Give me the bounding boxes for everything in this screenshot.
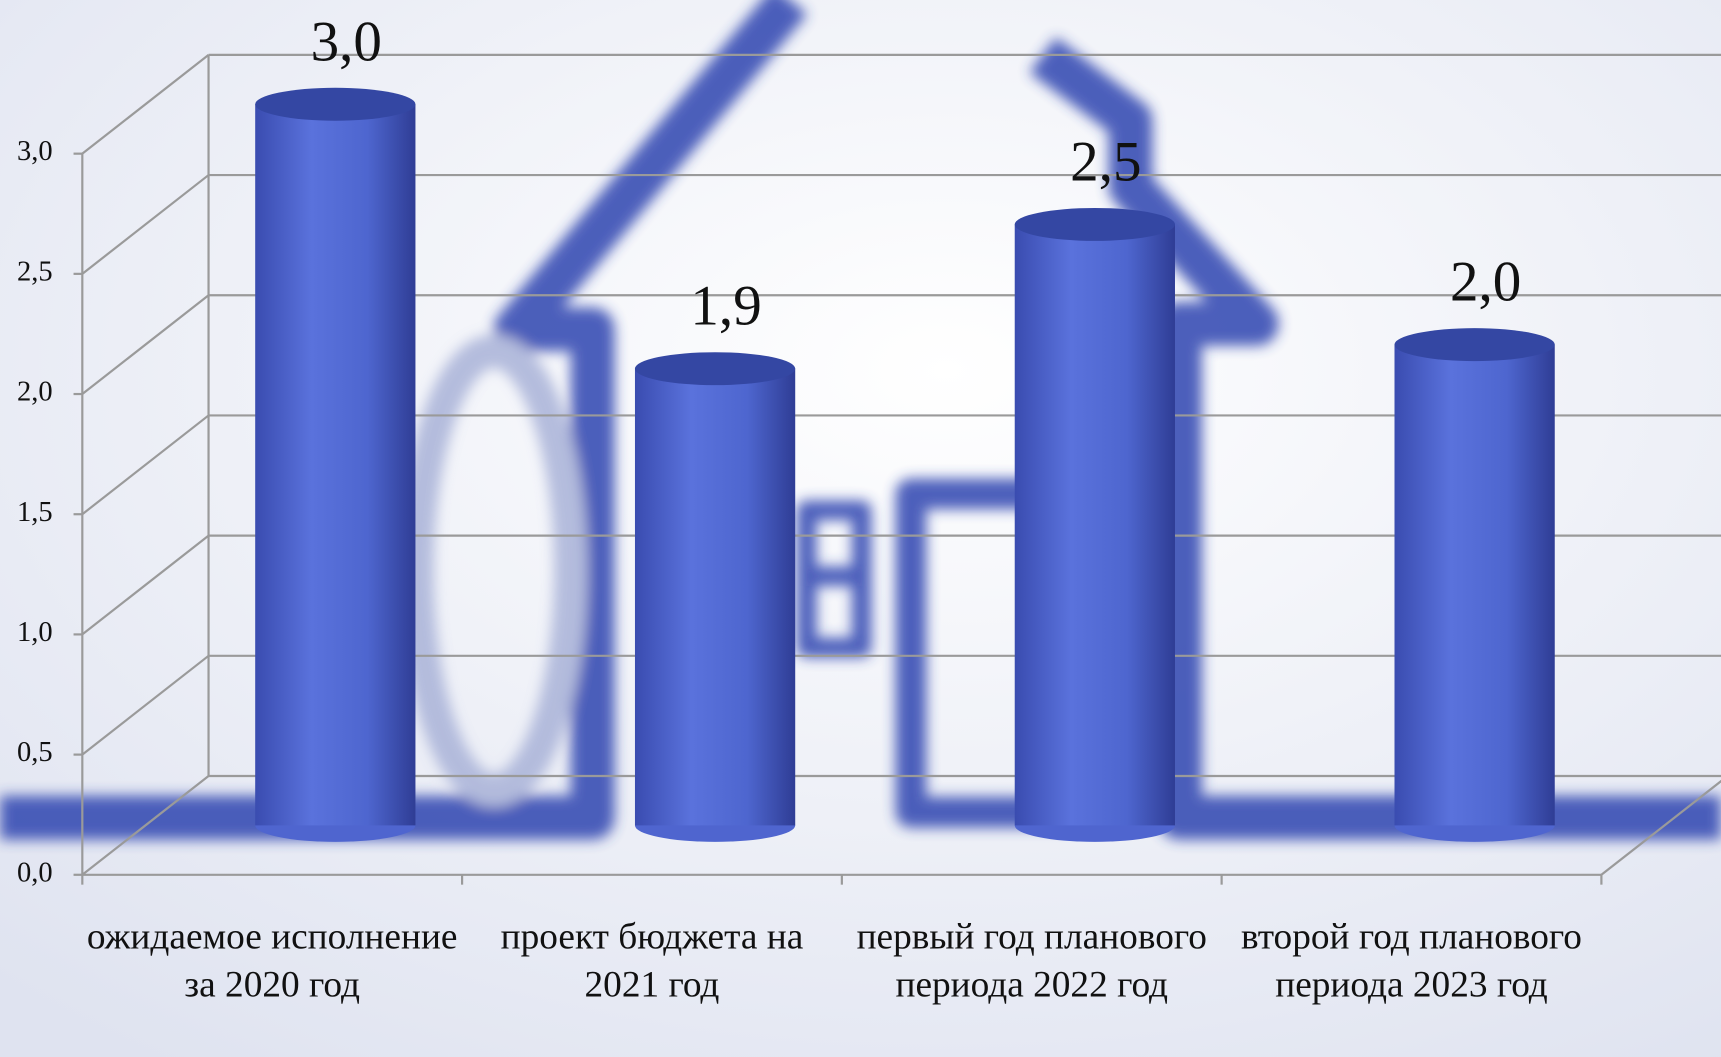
value-label: 3,0 xyxy=(311,10,382,73)
y-tick-label: 2,0 xyxy=(17,377,53,408)
bar-top xyxy=(1394,328,1555,362)
grid-line xyxy=(81,534,210,636)
x-tick-label-box: первый год планового периода 2022 год xyxy=(856,916,1207,1006)
x-tick-label: второй год планового периода 2023 год xyxy=(1241,916,1582,1006)
y-tick-label: 1,5 xyxy=(17,497,53,528)
x-tick-label: ожидаемое исполнение за 2020 год xyxy=(86,916,458,1006)
y-tick-label: 0,0 xyxy=(17,857,53,888)
x-tick-label: проект бюджета на 2021 год xyxy=(500,916,804,1006)
value-label: 2,5 xyxy=(1070,130,1141,193)
y-tick-label: 3,0 xyxy=(17,136,53,167)
grid-line xyxy=(81,174,210,275)
x-tick-label-box: второй год планового периода 2023 год xyxy=(1241,916,1582,1006)
x-tick-label-box: проект бюджета на 2021 год xyxy=(500,916,804,1006)
value-label: 2,0 xyxy=(1450,251,1521,314)
x-tick-label: первый год планового периода 2022 год xyxy=(856,916,1207,1006)
value-label: 1,9 xyxy=(690,275,761,338)
bar xyxy=(634,368,796,826)
bar xyxy=(255,104,416,826)
x-tick-label-box: ожидаемое исполнение за 2020 год xyxy=(86,916,458,1006)
bar-top xyxy=(255,87,416,121)
bar-top xyxy=(634,352,796,386)
floor-edge xyxy=(1600,779,1721,876)
grid-line xyxy=(81,414,210,516)
y-tick-label: 0,5 xyxy=(17,737,53,768)
grid-line xyxy=(81,654,210,756)
y-tick-label: 2,5 xyxy=(17,256,53,287)
grid-line xyxy=(81,775,210,876)
grid-line xyxy=(81,54,210,155)
bar-top xyxy=(1014,207,1175,241)
y-tick-label: 1,0 xyxy=(17,617,53,648)
grid-line xyxy=(81,294,210,395)
bar xyxy=(1014,224,1175,826)
bar xyxy=(1394,344,1555,826)
